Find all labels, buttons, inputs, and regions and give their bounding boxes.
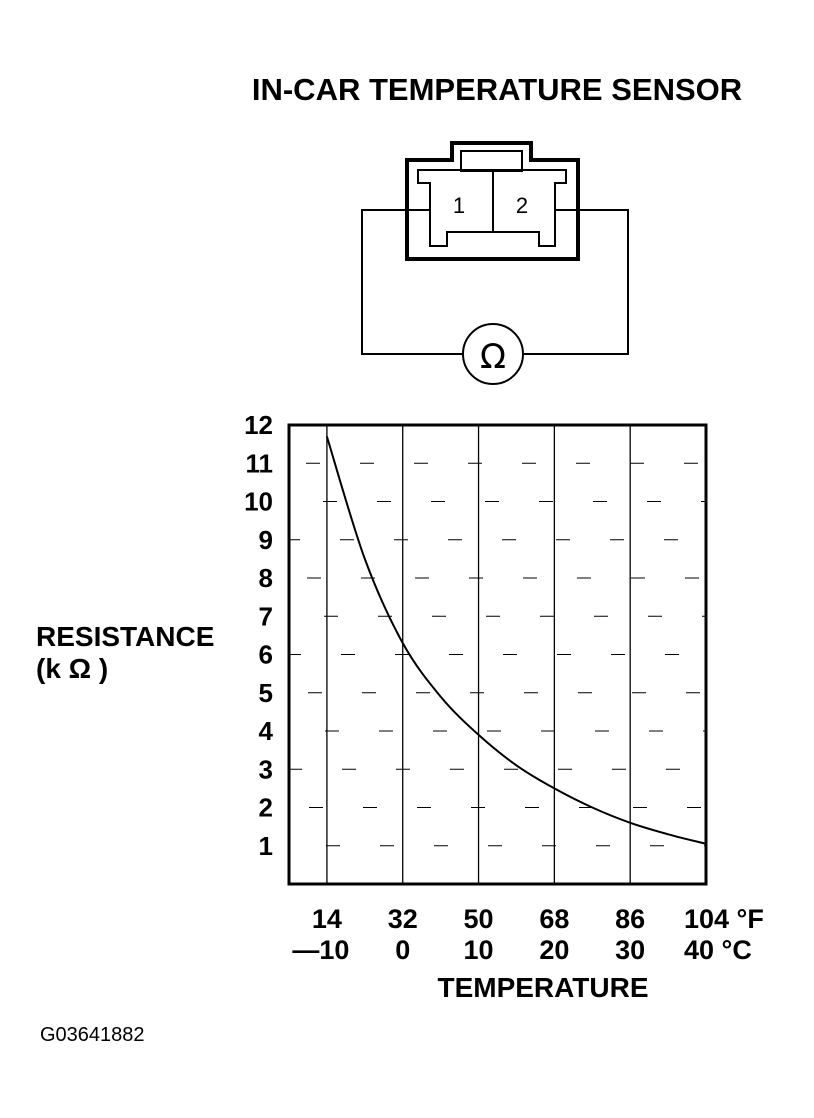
y-tick-label: 4 <box>259 716 274 746</box>
grid <box>289 425 706 884</box>
connector-housing <box>405 141 580 261</box>
y-tick-label: 9 <box>259 525 273 555</box>
x-tick-label-c: 20 <box>539 935 569 965</box>
pin-2-label: 2 <box>516 193 528 218</box>
plot-frame <box>287 423 708 886</box>
y-tick-label: 7 <box>259 601 273 631</box>
connector-latch <box>460 150 523 172</box>
x-tick-label-f: 104 °F <box>684 904 764 934</box>
x-tick-label-c: 30 <box>615 935 645 965</box>
x-tick-label-f: 50 <box>464 904 494 934</box>
resistance-curve <box>325 436 707 845</box>
x-tick-label-c: —10 <box>292 935 349 965</box>
y-tick-label: 5 <box>259 678 273 708</box>
wire-left <box>361 209 463 355</box>
y-tick-label: 12 <box>244 410 273 440</box>
y-tick-label: 6 <box>259 640 273 670</box>
y-axis-unit: (k Ω ) <box>36 653 108 684</box>
y-tick-label: 8 <box>259 563 273 593</box>
y-tick-label: 2 <box>259 793 273 823</box>
x-tick-label-c: 10 <box>464 935 494 965</box>
x-tick-label-f: 86 <box>615 904 645 934</box>
diagram-title: IN-CAR TEMPERATURE SENSOR <box>252 72 742 107</box>
x-tick-label-f: 32 <box>388 904 418 934</box>
y-tick-label: 1 <box>259 831 273 861</box>
connector-cavity <box>417 169 567 247</box>
y-tick-label: 10 <box>244 487 273 517</box>
x-tick-label-f: 68 <box>539 904 569 934</box>
connector-diagram <box>361 141 629 385</box>
y-tick-label: 11 <box>246 448 274 478</box>
y-axis-label: RESISTANCE <box>36 621 214 652</box>
x-tick-label-c: 40 °C <box>684 935 752 965</box>
x-axis-label: TEMPERATURE <box>437 972 648 1003</box>
y-tick-label: 3 <box>259 754 273 784</box>
ohmmeter-circle <box>462 323 524 385</box>
x-tick-label-c: 0 <box>395 935 410 965</box>
x-tick-label-f: 14 <box>312 904 342 934</box>
ohm-icon: Ω <box>480 337 506 377</box>
figure-code: G03641882 <box>40 1024 145 1046</box>
wire-right <box>523 209 629 355</box>
pin-1-label: 1 <box>453 193 465 218</box>
